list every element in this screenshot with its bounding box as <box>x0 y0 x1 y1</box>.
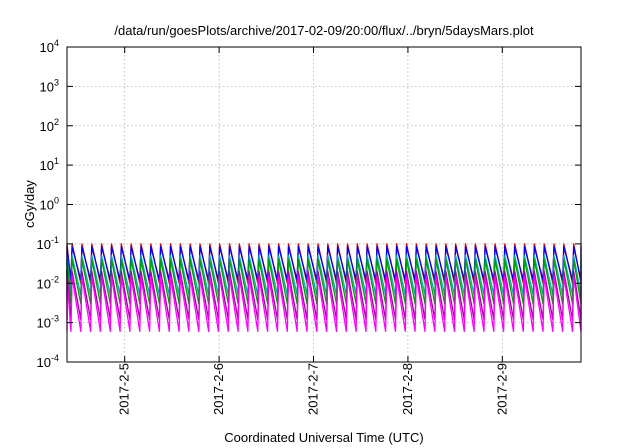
y-tick-label: 10-1 <box>37 235 59 252</box>
chart-title: /data/run/goesPlots/archive/2017-02-09/2… <box>114 23 534 38</box>
y-tick-base: 10 <box>40 158 54 173</box>
y-tick-label: 10-3 <box>37 314 59 331</box>
y-tick-exponent: -2 <box>51 274 59 284</box>
y-tick-label: 10-4 <box>37 353 59 370</box>
y-tick-label: 100 <box>40 196 59 213</box>
y-tick-exponent: -3 <box>51 314 59 324</box>
y-tick-base: 10 <box>37 237 51 252</box>
y-tick-base: 10 <box>37 316 51 331</box>
y-tick-exponent: -1 <box>51 235 59 245</box>
x-tick-label: 2017-2-6 <box>211 363 226 415</box>
y-tick-label: 101 <box>40 156 59 173</box>
series-line-6 <box>66 275 582 333</box>
x-tick-label: 2017-2-8 <box>400 363 415 415</box>
y-tick-base: 10 <box>40 40 54 55</box>
y-tick-base: 10 <box>37 355 51 370</box>
y-tick-label: 102 <box>40 117 59 134</box>
y-tick-label: 104 <box>40 38 59 55</box>
y-tick-label: 10-2 <box>37 274 59 291</box>
x-tick-label: 2017-2-5 <box>117 363 132 415</box>
y-tick-exponent: 3 <box>54 77 59 87</box>
x-axis: 2017-2-5 2017-2-6 2017-2-7 2017-2-8 2017-2-9 <box>117 47 509 415</box>
y-axis-label: cGy/day <box>22 180 37 228</box>
y-tick-label: 103 <box>40 77 59 94</box>
x-tick-label: 2017-2-7 <box>306 363 321 415</box>
y-tick-exponent: 0 <box>54 196 59 206</box>
x-axis-label: Coordinated Universal Time (UTC) <box>224 430 423 445</box>
y-tick-exponent: 4 <box>54 38 59 48</box>
y-tick-base: 10 <box>40 198 54 213</box>
y-tick-base: 10 <box>40 119 54 134</box>
y-tick-exponent: 1 <box>54 156 59 166</box>
y-tick-base: 10 <box>37 276 51 291</box>
y-tick-exponent: 2 <box>54 117 59 127</box>
x-tick-label: 2017-2-9 <box>494 363 509 415</box>
series-group <box>66 243 582 333</box>
y-tick-exponent: -4 <box>51 353 59 363</box>
y-tick-base: 10 <box>40 79 54 94</box>
